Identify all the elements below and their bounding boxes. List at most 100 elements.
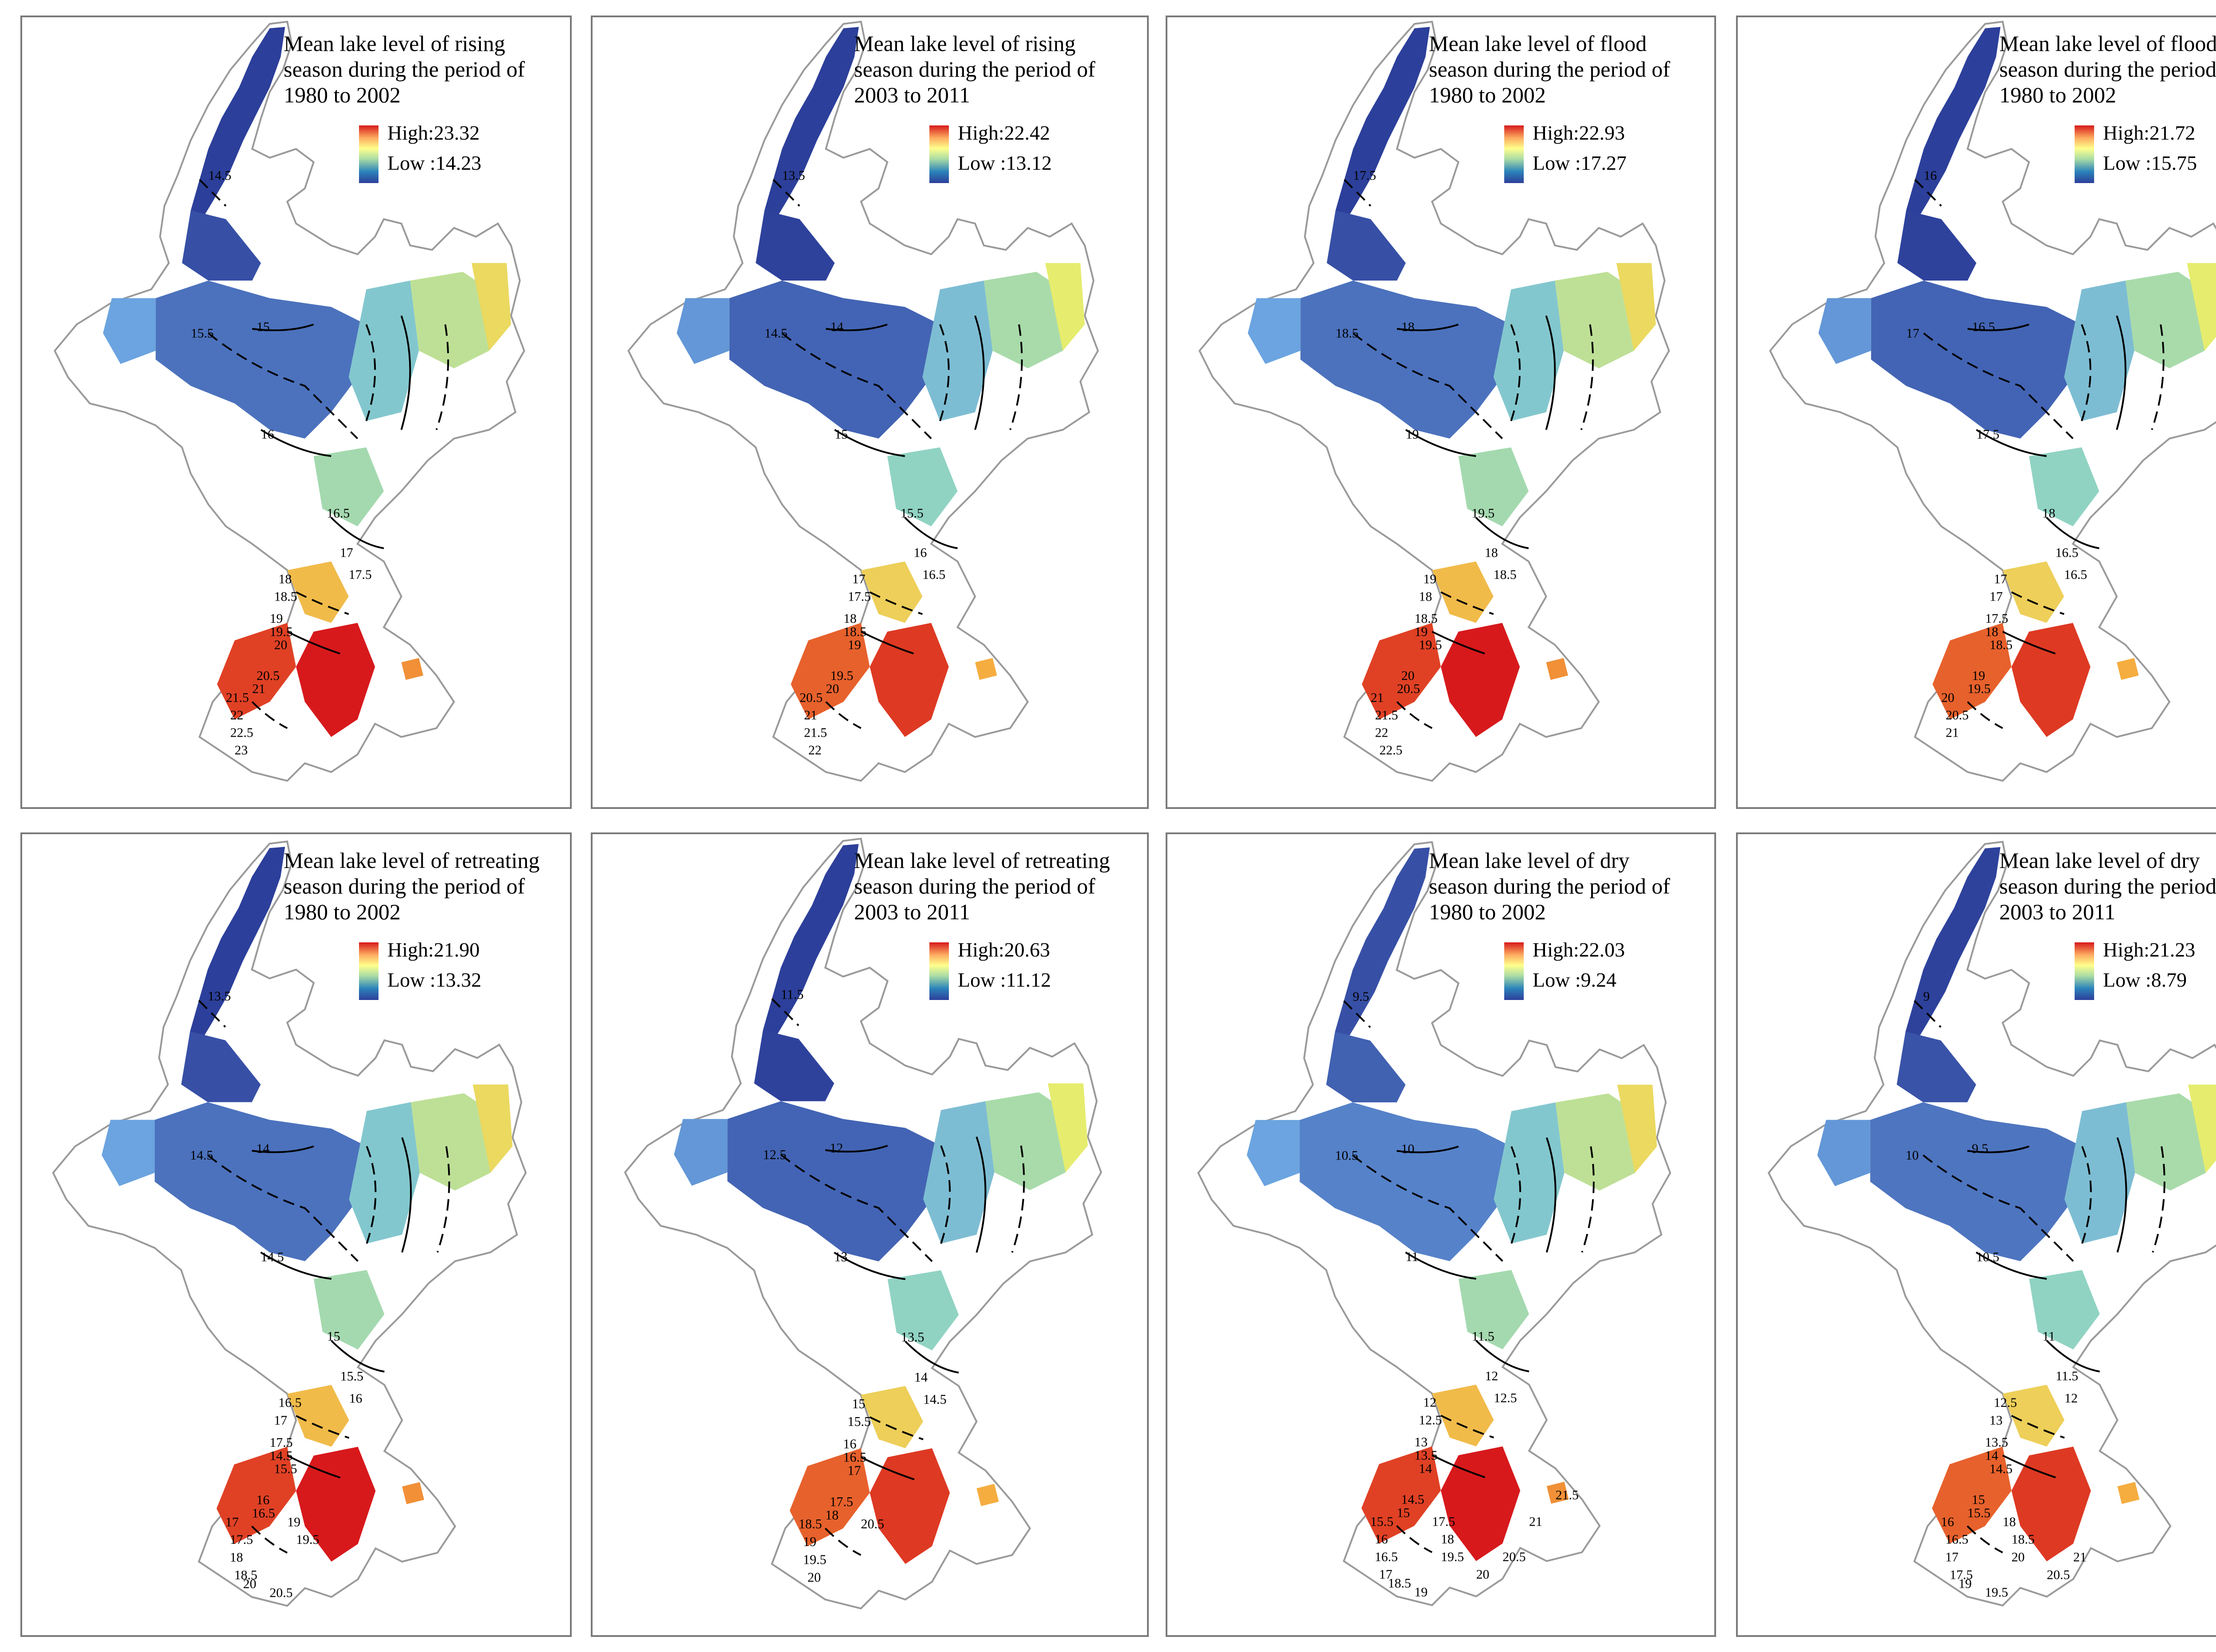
contour-line [199, 179, 227, 207]
contour-label: 21 [1946, 726, 1959, 740]
panel-title-line: Mean lake level of flood [1999, 31, 2216, 56]
contour-line [251, 701, 288, 729]
contour-label: 22.5 [1379, 743, 1402, 758]
contour-label: 17 [340, 546, 353, 560]
contour-label: 18 [1419, 590, 1432, 604]
contour-line [1343, 1000, 1371, 1028]
lake-map: 17.51818.51919.51818.5191818.51919.52020… [1198, 20, 1670, 782]
contour-line [1976, 429, 2047, 457]
contour-line [1343, 179, 1372, 207]
water-level-surface [1932, 623, 2012, 719]
water-level-surface [1335, 847, 1430, 1045]
water-level-surface [2002, 1385, 2065, 1447]
contour-label: 19 [1972, 669, 1985, 683]
contour-line [772, 179, 800, 207]
water-level-surface [1458, 1270, 1529, 1350]
legend-low-label: Low :15.75 [2103, 152, 2197, 174]
contour-label: 19 [287, 1515, 300, 1529]
contour-label: 9 [1923, 989, 1930, 1004]
contour-label: 20 [274, 638, 287, 652]
water-level-surface [1326, 210, 1406, 281]
contour-label: 21 [1529, 1514, 1542, 1529]
panel-title-line: 1980 to 2002 [1429, 899, 1546, 924]
contour-label: 10.5 [1335, 1148, 1358, 1163]
contour-label: 14.5 [1990, 1461, 2013, 1476]
map-panel-4: 16 16.5 17 17.5 18 16.5 16.5 17 17 17.5 18 18.5 19 19… [1736, 16, 2216, 809]
water-level-surface [754, 1030, 835, 1101]
contour-label: 22 [808, 743, 822, 758]
water-level-surface [2011, 1446, 2091, 1562]
legend: High:21.90 Low :13.32 [359, 938, 570, 1003]
water-level-surface [296, 1446, 376, 1562]
water-level-surface [729, 281, 940, 439]
contour-label: 16 [261, 427, 274, 441]
water-level-surface [182, 210, 261, 281]
water-level-surface [2125, 272, 2205, 368]
panel-title-line: 1980 to 2002 [1999, 82, 2116, 107]
contour-label: 18.5 [799, 1516, 822, 1531]
contour-label: 17.5 [269, 1435, 293, 1450]
contour-label: 21 [252, 682, 265, 696]
water-level-surface [861, 561, 923, 623]
contour-label: 17 [1945, 1550, 1959, 1565]
contour-line [1405, 1251, 1476, 1280]
contour-label: 13.5 [1414, 1448, 1437, 1463]
contour-label: 17.5 [1976, 427, 1999, 441]
contour-label: 14.5 [923, 1392, 947, 1407]
contour-label: 20.5 [2047, 1567, 2070, 1582]
contour-label: 18.5 [234, 1568, 257, 1582]
contour-line [974, 315, 985, 430]
contour-line [2046, 517, 2099, 549]
water-level-surface [287, 561, 349, 623]
panel-title: Mean lake level of flood season during th… [1429, 31, 1670, 108]
contour-label: 21 [2073, 1550, 2087, 1565]
water-level-surface [887, 1270, 959, 1351]
panel-title-line: season during the period of [1999, 874, 2216, 898]
contour-line [1397, 1145, 1459, 1153]
contour-label: 17 [852, 572, 866, 586]
contour-line [1966, 1525, 2003, 1554]
contour-label: 19 [803, 1534, 816, 1549]
water-level-surface [983, 272, 1063, 368]
water-level-surface [976, 1484, 999, 1506]
contour-label: 12.5 [1494, 1391, 1517, 1406]
water-level-surface [1546, 1481, 1569, 1504]
contour-label: 18 [2003, 1515, 2016, 1529]
contour-line [1545, 1137, 1557, 1253]
contour-label: 20 [1941, 691, 1955, 705]
contour-line [1581, 1146, 1595, 1253]
water-level-surface [1905, 847, 2001, 1045]
panel-title: Mean lake level of rising season during t… [284, 31, 525, 108]
panel-title-line: 1980 to 2002 [284, 899, 401, 924]
panel-title: Mean lake level of flood season during th… [1999, 31, 2216, 108]
contour-label: 20.5 [1397, 682, 1420, 696]
contour-label: 17.5 [830, 1494, 853, 1509]
contour-label: 15 [327, 1329, 340, 1344]
water-level-surface [1818, 298, 1871, 364]
contour-label: 16.5 [922, 568, 945, 582]
legend-high-label: High:22.42 [958, 121, 1050, 144]
contour-label: 17 [847, 1463, 861, 1478]
contour-label: 16.5 [1972, 320, 1995, 334]
contour-line [2002, 631, 2056, 655]
contour-label: 15.5 [1370, 1514, 1393, 1529]
contour-label: 15 [835, 427, 848, 441]
contour-line [198, 1000, 226, 1028]
legend-high-label: High:20.63 [958, 938, 1050, 961]
contour-label: 21.5 [804, 726, 827, 740]
water-level-surface [1441, 623, 1520, 737]
panel-title: Mean lake level of rising season during t… [854, 31, 1095, 108]
contour-label: 18 [1441, 1532, 1454, 1547]
panel-title-line: season during the period of [854, 874, 1096, 898]
legend: High:21.23 Low :8.79 [2075, 938, 2216, 1003]
water-level-surface [313, 1270, 385, 1350]
contour-line [2116, 315, 2126, 430]
contour-label: 21 [804, 708, 817, 723]
contour-label: 20 [808, 1570, 821, 1585]
water-level-surface [1617, 1085, 1657, 1173]
contour-line [1967, 701, 2003, 729]
contour-label: 13.5 [208, 989, 231, 1004]
contour-line [780, 1154, 933, 1262]
